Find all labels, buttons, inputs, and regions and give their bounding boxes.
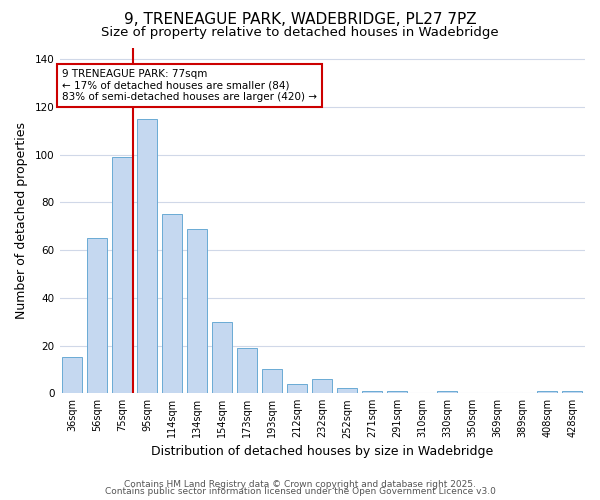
Text: 9, TRENEAGUE PARK, WADEBRIDGE, PL27 7PZ: 9, TRENEAGUE PARK, WADEBRIDGE, PL27 7PZ (124, 12, 476, 28)
Bar (262, 370, 282, 393)
Bar (362, 391, 382, 393)
Text: Size of property relative to detached houses in Wadebridge: Size of property relative to detached ho… (101, 26, 499, 39)
Bar (312, 379, 332, 393)
Bar (337, 388, 358, 393)
Bar (538, 391, 557, 393)
Bar (137, 119, 157, 393)
Y-axis label: Number of detached properties: Number of detached properties (15, 122, 28, 319)
Bar (212, 322, 232, 393)
Text: 9 TRENEAGUE PARK: 77sqm
← 17% of detached houses are smaller (84)
83% of semi-de: 9 TRENEAGUE PARK: 77sqm ← 17% of detache… (62, 69, 317, 102)
Bar (237, 348, 257, 393)
Bar (388, 391, 407, 393)
Text: Contains HM Land Registry data © Crown copyright and database right 2025.: Contains HM Land Registry data © Crown c… (124, 480, 476, 489)
Bar (112, 157, 132, 393)
X-axis label: Distribution of detached houses by size in Wadebridge: Distribution of detached houses by size … (151, 444, 493, 458)
Bar (437, 391, 457, 393)
Text: Contains public sector information licensed under the Open Government Licence v3: Contains public sector information licen… (104, 487, 496, 496)
Bar (162, 214, 182, 393)
Bar (562, 391, 583, 393)
Bar (187, 228, 207, 393)
Bar (287, 384, 307, 393)
Bar (62, 358, 82, 393)
Bar (87, 238, 107, 393)
